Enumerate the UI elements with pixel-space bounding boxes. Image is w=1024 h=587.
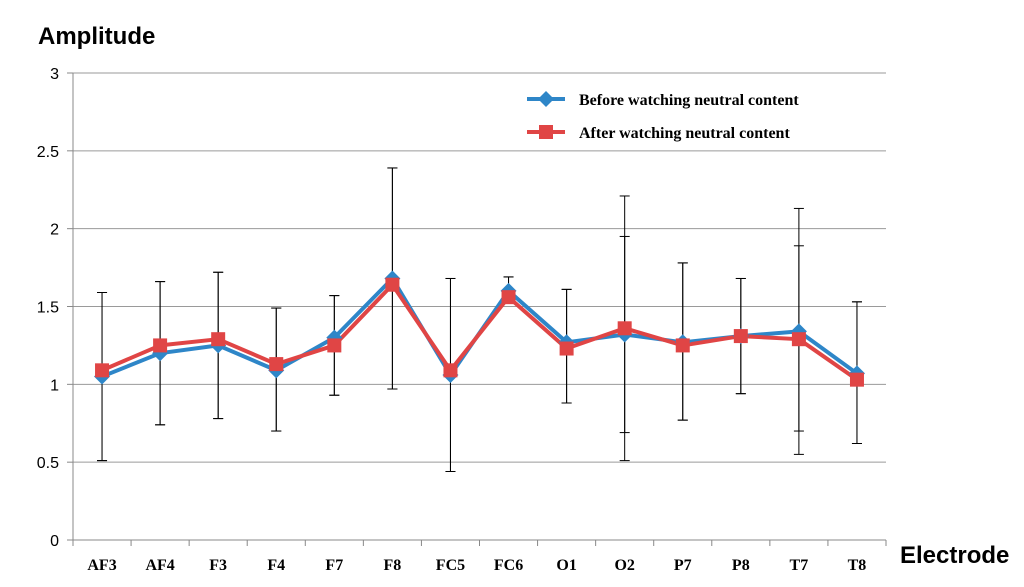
data-point-square (269, 357, 284, 372)
legend: Before watching neutral content After wat… (527, 91, 799, 142)
data-point-square (849, 372, 864, 387)
data-point-square (559, 341, 574, 356)
data-point-square (501, 290, 516, 305)
x-tick-label: AF4 (145, 557, 174, 574)
axes (72, 73, 886, 541)
y-tick-label: 1.5 (37, 300, 59, 317)
legend-label: Before watching neutral content (579, 92, 799, 109)
x-tick-label: F3 (209, 557, 227, 574)
y-tick-label: 1 (50, 377, 59, 394)
x-tick-label: F8 (384, 557, 402, 574)
x-tick-label: O1 (556, 557, 576, 574)
x-tick-label: P7 (674, 557, 692, 574)
legend-label: After watching neutral content (579, 125, 790, 142)
x-tick-label: FC5 (436, 557, 465, 574)
data-point-square (675, 338, 690, 353)
gridlines (73, 72, 886, 463)
y-tick-label: 0.5 (37, 455, 59, 472)
data-point-square (95, 363, 110, 378)
data-point-square (327, 338, 342, 353)
x-tick-label: P8 (732, 557, 750, 574)
data-point-square (211, 332, 226, 347)
y-axis-title: Amplitude (38, 23, 155, 50)
x-tick-label: FC6 (494, 557, 523, 574)
series-group (94, 270, 865, 387)
series-line-1 (101, 276, 859, 379)
data-point-square (617, 321, 632, 336)
error-bars (97, 167, 862, 473)
x-tick-label: F7 (325, 557, 343, 574)
x-tick-label: T7 (790, 557, 809, 574)
data-point-square (153, 338, 168, 353)
y-tick-label: 3 (50, 66, 59, 83)
series-line-2 (101, 282, 859, 382)
x-tick-label: T8 (848, 557, 867, 574)
data-point-diamond (538, 91, 554, 107)
data-point-square (733, 329, 748, 344)
x-tick-label: AF3 (87, 557, 116, 574)
x-tick-label: O2 (614, 557, 634, 574)
data-point-square (385, 277, 400, 292)
y-tick-label: 2 (50, 222, 59, 239)
data-point-square (539, 125, 553, 139)
y-axis-ticks: 0 0.5 1 1.5 2 2.5 3 (37, 66, 73, 550)
x-axis-ticks: AF3 AF4 F3 F4 F7 F8 FC5 FC6 O1 O2 P7 P8 T7 T8 (72, 540, 887, 574)
y-tick-label: 0 (50, 533, 59, 550)
data-point-square (443, 363, 458, 378)
y-tick-label: 2.5 (37, 144, 59, 161)
x-axis-title: Electrode (900, 542, 1009, 569)
data-point-square (791, 332, 806, 347)
x-tick-label: F4 (267, 557, 285, 574)
